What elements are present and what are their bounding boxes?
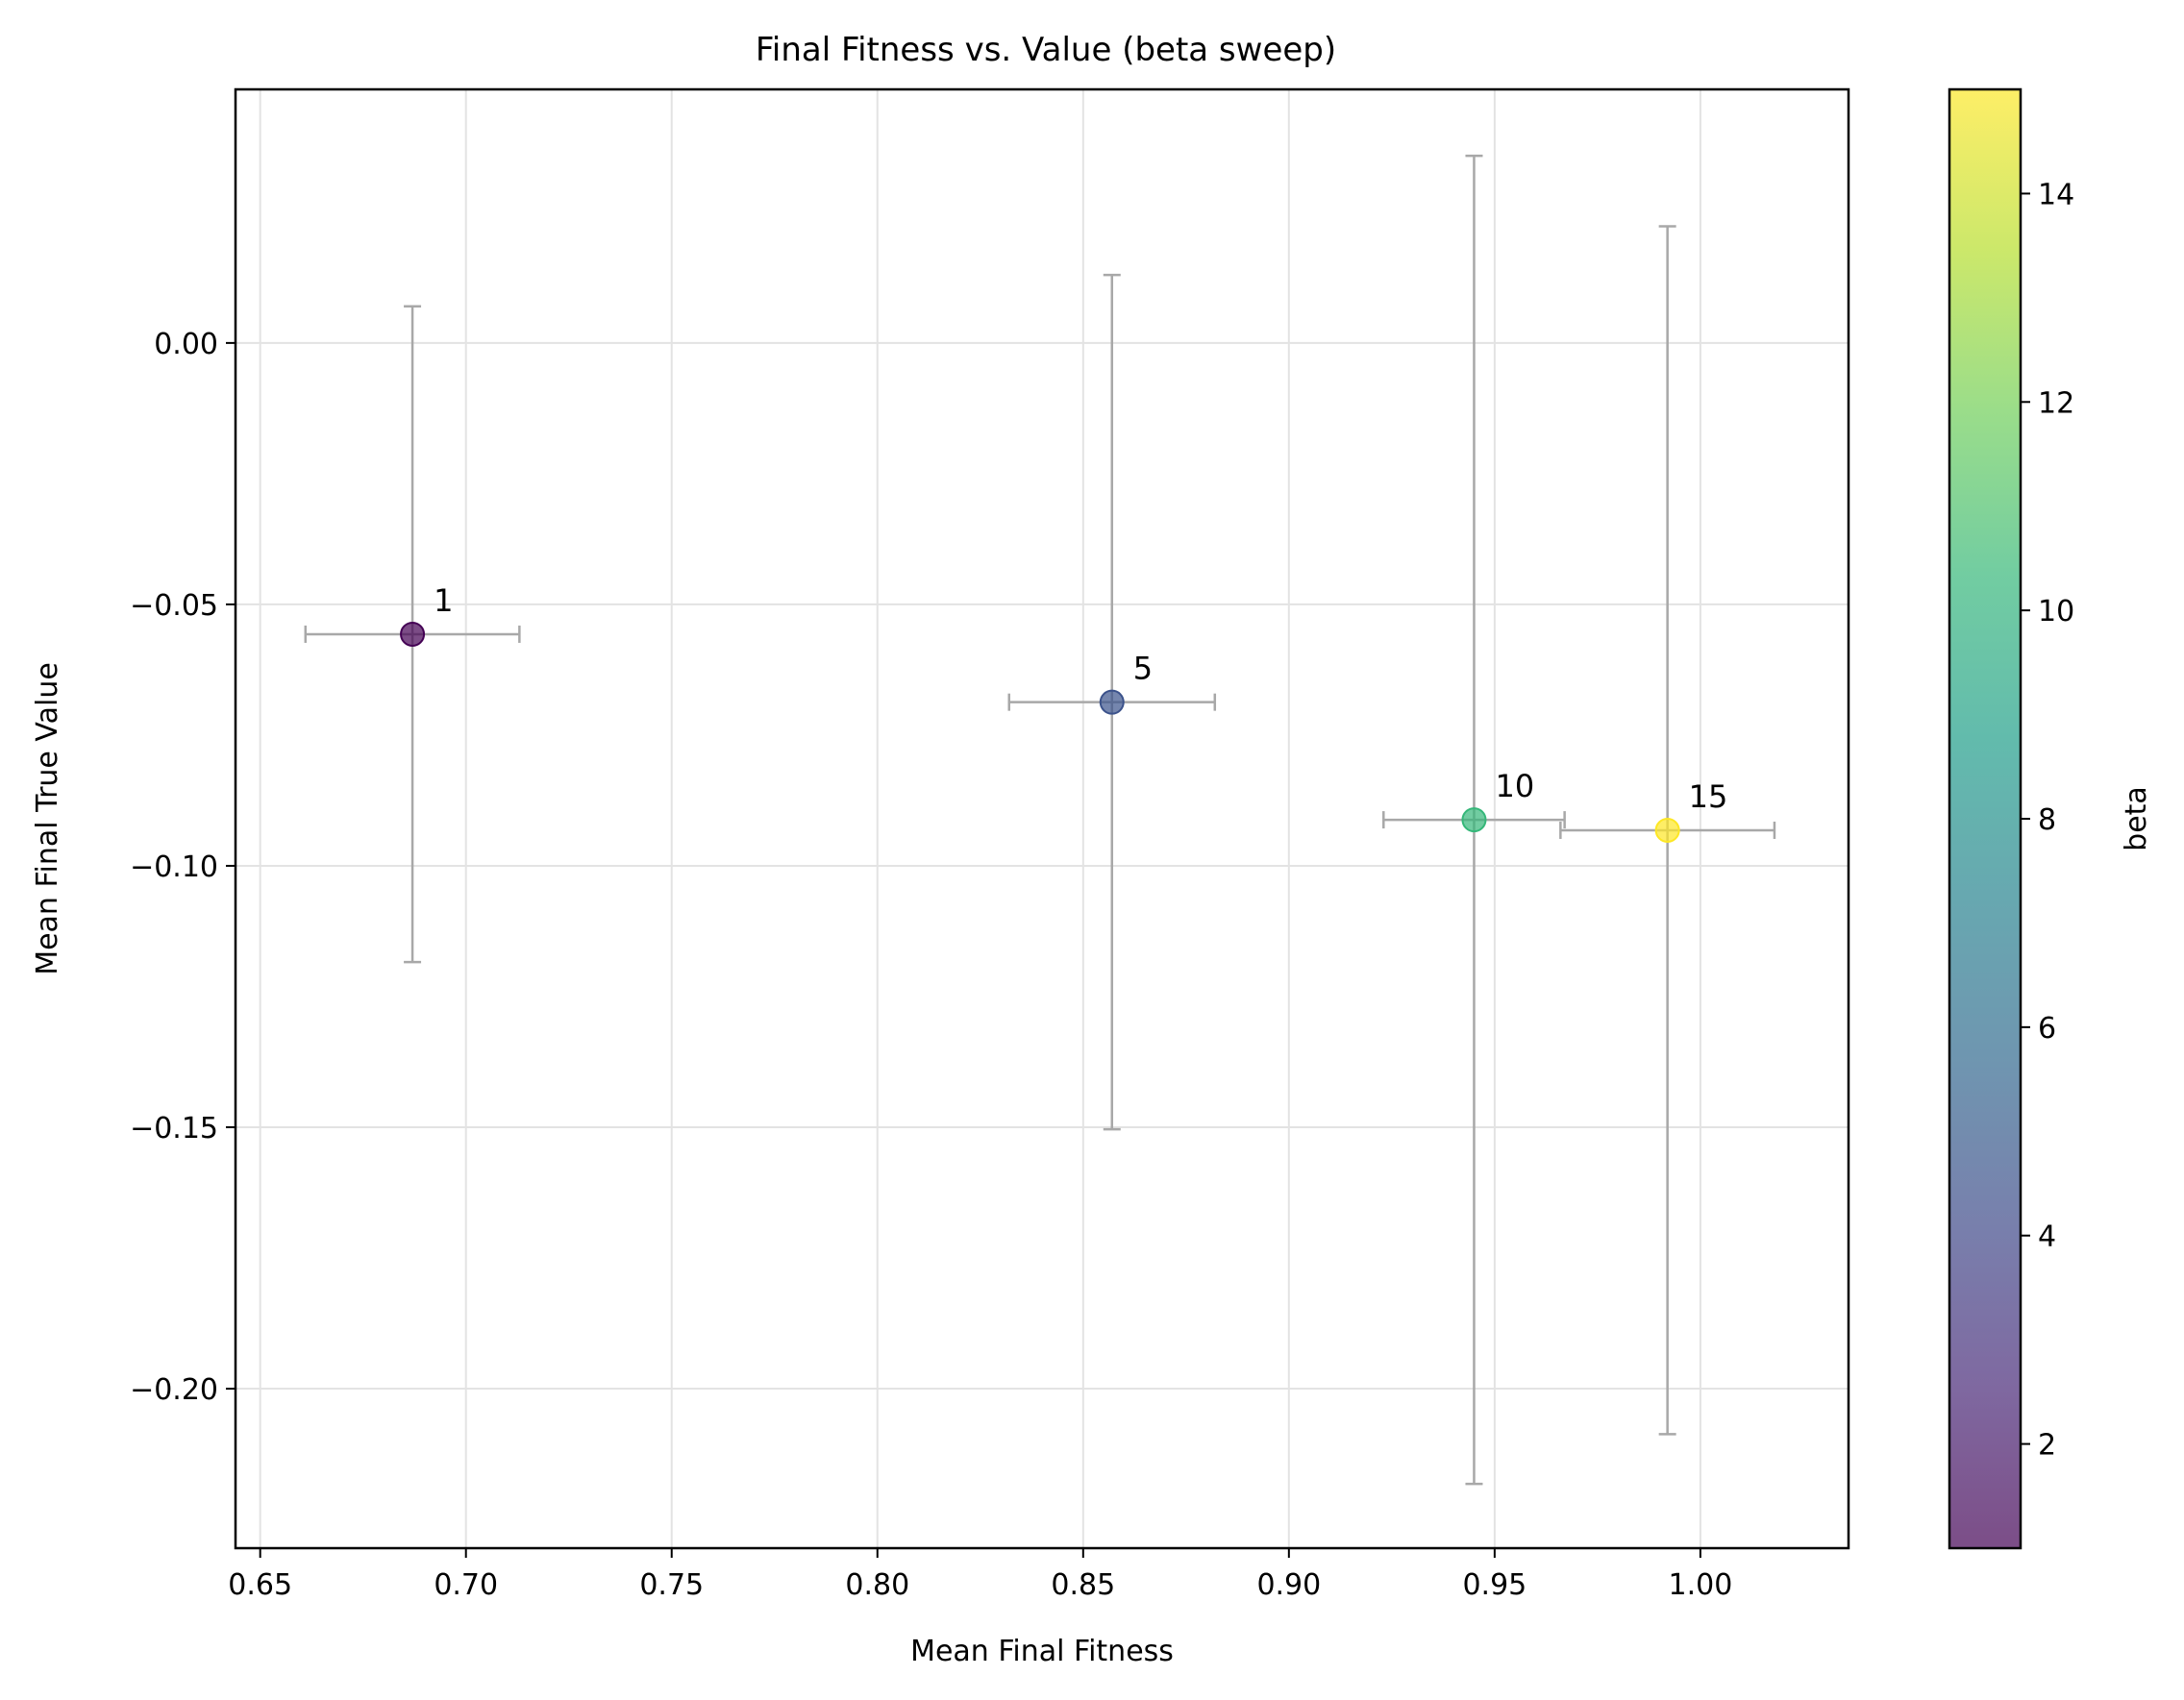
grid — [236, 89, 1849, 1548]
colorbar-tick-label: 10 — [2038, 595, 2074, 628]
x-axis-label: Mean Final Fitness — [910, 1635, 1174, 1668]
colorbar-tick-label: 8 — [2038, 803, 2056, 837]
colorbar-ticks: 2 4 6 8 10 12 14 — [2021, 178, 2074, 1463]
x-tick-label: 0.85 — [1051, 1568, 1115, 1602]
chart-title: Final Fitness vs. Value (beta sweep) — [756, 31, 1336, 69]
point-label: 5 — [1133, 651, 1153, 687]
y-tick-label: −0.10 — [130, 850, 218, 884]
error-bars — [304, 154, 1776, 1486]
colorbar-tick-label: 12 — [2038, 386, 2074, 420]
colorbar-tick-label: 2 — [2038, 1429, 2056, 1463]
x-tick-label: 0.90 — [1256, 1568, 1321, 1602]
y-axis-label: Mean Final True Value — [31, 662, 64, 975]
x-axis-ticks: 0.65 0.70 0.75 0.80 0.85 0.90 0.95 1.00 — [228, 1548, 1732, 1602]
y-tick-label: −0.05 — [130, 589, 218, 623]
point-label: 10 — [1495, 768, 1534, 804]
y-tick-label: −0.20 — [130, 1373, 218, 1407]
point-label: 1 — [434, 582, 453, 619]
x-tick-label: 1.00 — [1668, 1568, 1732, 1602]
x-tick-label: 0.95 — [1462, 1568, 1526, 1602]
x-tick-label: 0.70 — [434, 1568, 498, 1602]
data-point — [1654, 817, 1680, 843]
data-point — [1099, 689, 1125, 715]
colorbar-label: beta — [2120, 786, 2153, 851]
x-tick-label: 0.65 — [228, 1568, 292, 1602]
point-label: 15 — [1689, 778, 1728, 815]
colorbar-tick-label: 4 — [2038, 1220, 2056, 1254]
colorbar-tick-label: 6 — [2038, 1012, 2056, 1046]
plot-frame — [234, 87, 1850, 1550]
x-tick-label: 0.80 — [845, 1568, 909, 1602]
y-axis-ticks: 0.00 −0.05 −0.10 −0.15 −0.20 — [130, 328, 236, 1407]
x-tick-label: 0.75 — [639, 1568, 704, 1602]
colorbar-tick-label: 14 — [2038, 178, 2074, 211]
data-point — [400, 621, 426, 647]
data-points — [400, 621, 1680, 843]
colorbar — [1948, 87, 2023, 1550]
y-tick-label: −0.15 — [130, 1112, 218, 1146]
data-point — [1461, 807, 1487, 833]
y-tick-label: 0.00 — [154, 328, 218, 361]
